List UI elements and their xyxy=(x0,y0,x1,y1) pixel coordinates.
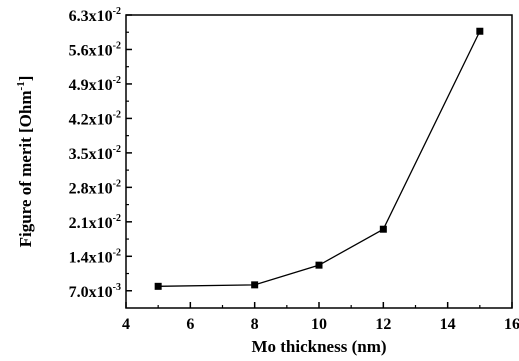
series-line xyxy=(158,30,481,287)
y-tick-label: 4.2x10-2 xyxy=(69,109,121,128)
y-axis-title-close: ] xyxy=(16,76,35,82)
y-tick-exponent: -2 xyxy=(113,213,121,224)
data-point-marker xyxy=(379,225,387,233)
y-tick-exponent: -3 xyxy=(113,282,121,293)
y-tick-exponent: -2 xyxy=(113,40,121,51)
y-axis-title: Figure of merit [Ohm-1] xyxy=(15,76,35,248)
x-tick-label: 6 xyxy=(186,316,194,333)
y-tick-mantissa: 2.8x10 xyxy=(69,180,113,197)
y-tick-label: 7.0x10-3 xyxy=(69,282,121,301)
x-tick-label: 10 xyxy=(311,316,327,333)
y-tick-mantissa: 2.1x10 xyxy=(69,215,113,232)
y-axis-title-main: Figure of merit [Ohm xyxy=(16,90,35,247)
series-layer xyxy=(154,27,484,290)
y-tick-mantissa: 3.5x10 xyxy=(69,146,113,163)
y-tick-label: 3.5x10-2 xyxy=(69,144,121,163)
y-tick-exponent: -2 xyxy=(113,6,121,17)
y-tick-exponent: -2 xyxy=(113,247,121,258)
y-tick-mantissa: 5.6x10 xyxy=(69,42,113,59)
data-point-marker xyxy=(251,281,259,289)
y-tick-label: 1.4x10-2 xyxy=(69,247,121,266)
x-tick-label: 8 xyxy=(251,316,259,333)
y-tick-exponent: -2 xyxy=(113,144,121,155)
x-tick-label: 16 xyxy=(504,316,519,333)
y-tick-label: 6.3x10-2 xyxy=(69,6,121,25)
y-tick-mantissa: 6.3x10 xyxy=(69,8,113,25)
y-tick-mantissa: 7.0x10 xyxy=(69,284,113,301)
y-tick-mantissa: 4.9x10 xyxy=(69,77,113,94)
axes: 4 6 8 10 12 14 167.0x10-31.4x10-22.1x10-22.8x1… xyxy=(69,6,519,333)
x-tick-label: 12 xyxy=(375,316,391,333)
y-tick-exponent: -2 xyxy=(113,75,121,86)
y-tick-label: 2.8x10-2 xyxy=(69,178,121,197)
y-tick-mantissa: 1.4x10 xyxy=(69,249,113,266)
y-tick-label: 5.6x10-2 xyxy=(69,40,121,59)
x-tick-label: 14 xyxy=(440,316,456,333)
y-tick-mantissa: 4.2x10 xyxy=(69,111,113,128)
y-axis-title-superscript: -1 xyxy=(15,81,27,90)
x-axis-title: Mo thickness (nm) xyxy=(251,337,386,356)
data-point-marker xyxy=(154,282,162,290)
y-tick-exponent: -2 xyxy=(113,178,121,189)
y-tick-label: 2.1x10-2 xyxy=(69,213,121,232)
y-tick-label: 4.9x10-2 xyxy=(69,75,121,94)
y-tick-exponent: -2 xyxy=(113,109,121,120)
data-point-marker xyxy=(315,261,323,269)
x-tick-label: 4 xyxy=(122,316,130,333)
data-point-marker xyxy=(476,27,484,35)
